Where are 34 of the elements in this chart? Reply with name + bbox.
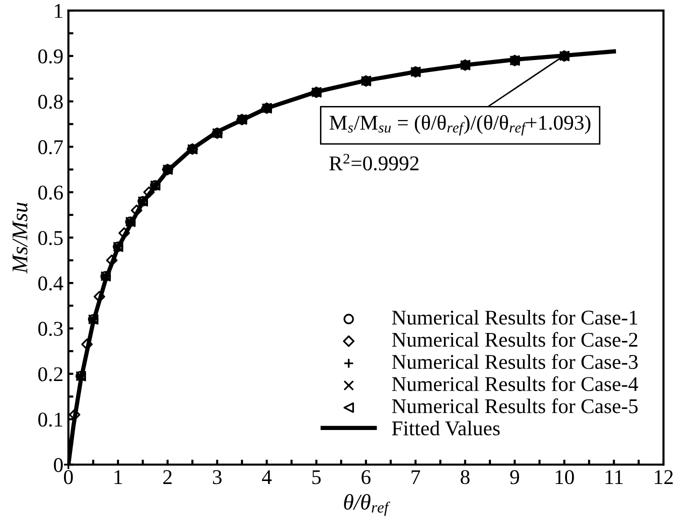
y-tick-label: 0.2 (38, 367, 62, 382)
y-tick-label: 0.9 (38, 49, 63, 64)
x-tick-label: 7 (412, 470, 420, 484)
y-tick-label: 0.7 (38, 140, 63, 154)
legend-label: Numerical Results for Case-1 (392, 310, 638, 325)
x-tick-label: 3 (212, 470, 222, 484)
x-tick-label: 6 (362, 470, 371, 484)
text: M$_{s}$/M$_{su}$ = (θ/θ$_{ref}$)/(θ/θ$_{ref}$+1.093) (330, 115, 590, 136)
y-tick-label: 1 (54, 4, 62, 18)
x-tick-label: 12 (654, 470, 673, 484)
annotation: R$^{2}$=0.9992 (329, 154, 418, 171)
y-tick-label: 0.1 (38, 412, 62, 427)
y-tick-label: 0.4 (38, 276, 64, 291)
legend-label: Numerical Results for Case-2 (392, 332, 638, 347)
x-tick-label: 8 (460, 470, 470, 484)
y-tick-label: 0.3 (38, 322, 63, 336)
x-tick-label: 0 (64, 470, 73, 484)
legend-label: Fitted Values (392, 420, 500, 436)
x-tick-label: 11 (606, 470, 623, 484)
x-tick-label: 1 (114, 470, 122, 484)
legend-label: Numerical Results for Case-5 (392, 398, 638, 414)
y-axis-title: Ms/Msu (12, 202, 28, 274)
x-tick-label: 2 (163, 470, 172, 484)
y-tick-label: 0.5 (38, 230, 63, 246)
x-tick-label: 9 (510, 470, 520, 484)
legend-label: Numerical Results for Case-3 (392, 354, 638, 369)
x-tick-label: 10 (556, 470, 574, 484)
x-axis-title: θ/θ$_{ref}$ (344, 494, 390, 516)
y-tick-label: 0 (54, 458, 63, 472)
y-tick-label: 0.8 (38, 94, 63, 109)
legend-label: Numerical Results for Case-4 (392, 376, 638, 392)
x-tick-label: 4 (262, 470, 272, 484)
y-tick-label: 0.6 (38, 186, 63, 200)
x-tick-label: 5 (312, 470, 321, 484)
